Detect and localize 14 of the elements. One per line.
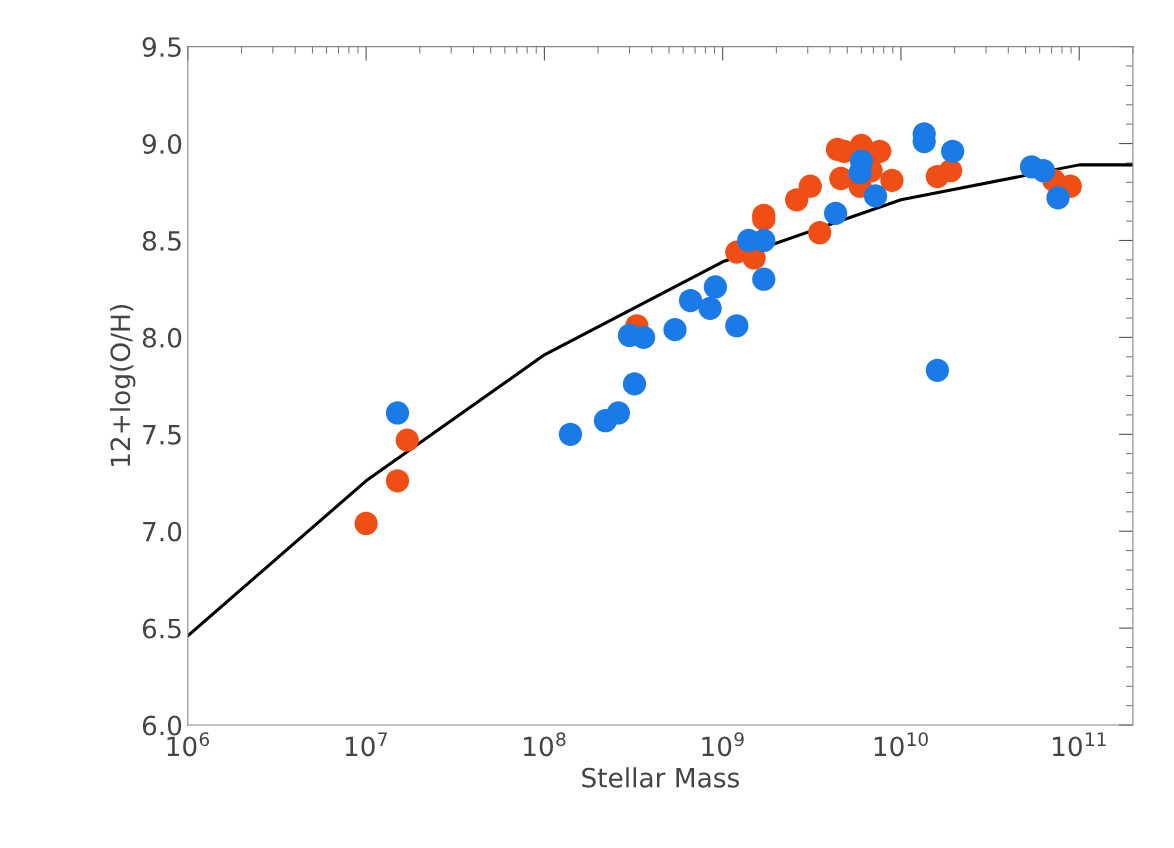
x-axis-title: Stellar Mass: [582, 767, 740, 788]
x-tick-label: 10$^{10}$: [874, 732, 928, 757]
y-tick-label: 8.5: [142, 230, 181, 251]
y-tick-label: 7.5: [143, 425, 181, 445]
y-tick-label: 9.0: [142, 133, 182, 154]
x-tick-label: 10$^{8}$: [524, 732, 566, 757]
y-tick-label: 7.0: [143, 521, 182, 542]
y-tick-label: 9.5: [142, 37, 181, 58]
y-tick-label: 8.0: [142, 327, 182, 348]
x-tick-label: 10$^{9}$: [702, 732, 744, 757]
y-axis-title: 12+log(O/H): [109, 305, 136, 466]
x-tick-label: 10$^{11}$: [1052, 732, 1106, 757]
y-tick-label: 6.5: [142, 618, 181, 639]
x-tick-label: 10$^{7}$: [345, 732, 387, 757]
